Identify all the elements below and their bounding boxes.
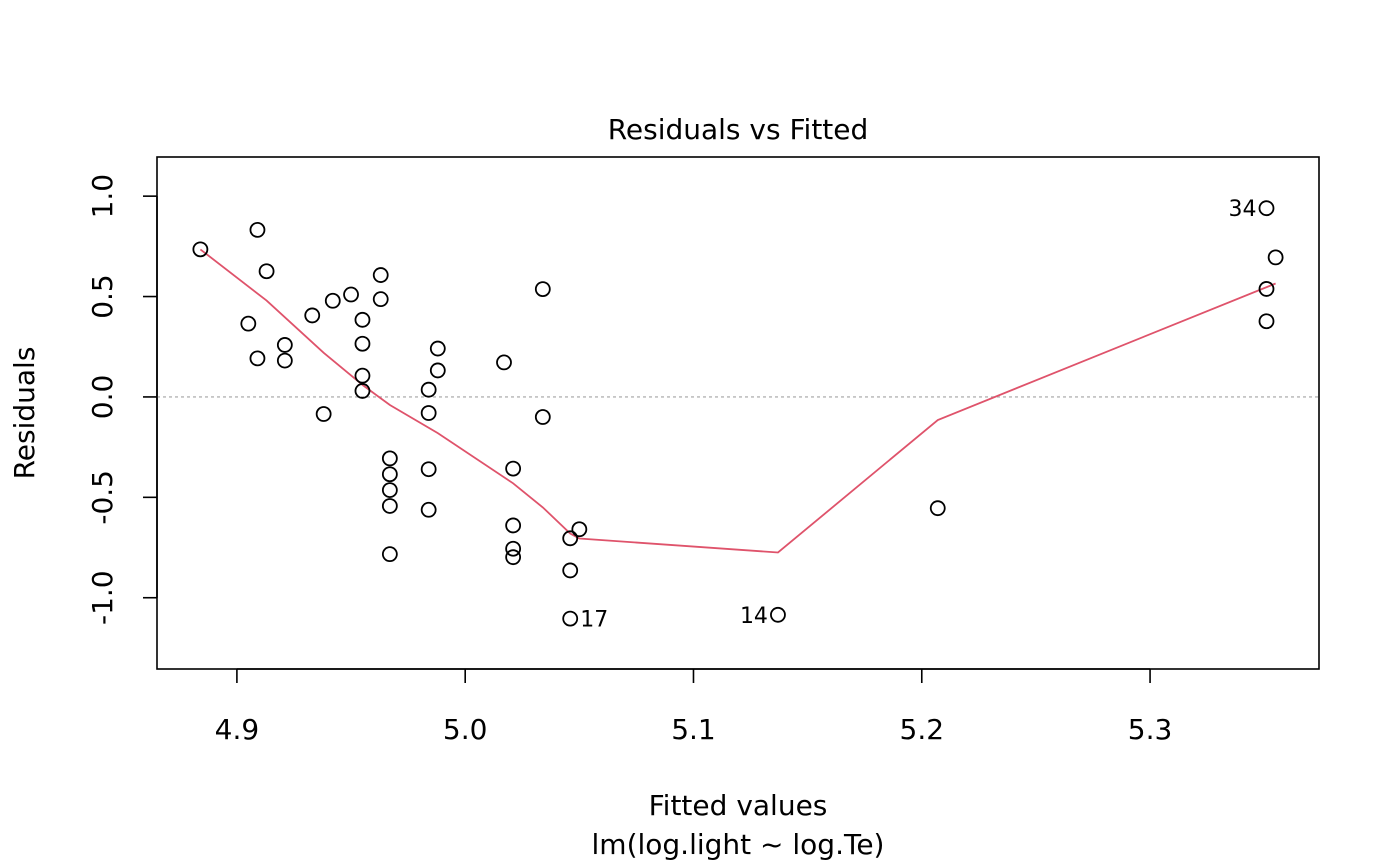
data-point [770,606,786,623]
data-point [276,337,293,353]
outlier-label: 17 [580,608,608,633]
data-point [343,286,359,303]
data-point [1258,281,1275,297]
data-point [381,546,398,563]
y-axis-label: Residuals [8,347,41,480]
data-point [505,549,522,566]
x-tick-label: 5.3 [1128,713,1173,746]
x-axis-sublabel: lm(log.light ~ log.Te) [592,828,885,861]
x-axis-label: Fitted values [649,789,828,822]
y-tick-label: 0.0 [86,375,119,420]
data-point [354,367,371,384]
data-point [258,263,275,280]
data-point [192,241,209,258]
outlier-label: 34 [1228,197,1256,222]
data-point [354,311,371,328]
data-point [354,383,371,399]
data-point [1267,249,1284,266]
data-point [354,335,371,352]
x-tick-label: 5.2 [900,713,945,746]
outlier-labels: 34 17 14 [580,197,1256,632]
data-point [420,501,437,518]
data-point [381,466,398,483]
data-point [249,350,266,367]
x-axis: 4.9 5.0 5.1 5.2 5.3 [215,668,1173,746]
data-point [562,562,579,579]
chart-title: Residuals vs Fitted [608,113,869,146]
data-point [562,530,579,547]
data-points [192,200,1284,627]
data-point [505,460,522,477]
x-tick-label: 5.0 [443,713,488,746]
x-tick-label: 5.1 [671,713,716,746]
y-tick-label: -1.0 [86,570,119,625]
y-tick-label: 1.0 [86,174,119,219]
y-tick-label: -0.5 [86,470,119,525]
data-point [304,307,321,324]
data-point [1258,313,1275,330]
data-point [429,362,446,379]
data-point [562,610,579,627]
data-point [1258,200,1275,217]
data-point [381,482,398,499]
data-point [315,406,332,422]
data-point [496,354,512,371]
data-point [372,291,389,308]
data-point [420,405,437,421]
y-axis: -1.0 -0.5 0.0 0.5 1.0 [86,174,158,625]
data-point [929,500,946,517]
data-point [381,498,398,514]
data-point [505,540,522,557]
x-tick-label: 4.9 [215,713,260,746]
data-point [240,315,257,332]
data-point [534,409,551,425]
data-point [429,340,446,357]
data-point [420,381,437,398]
data-point [420,461,437,478]
smooth-trend-line [199,248,1276,554]
outlier-label: 14 [740,604,768,629]
data-point [372,267,389,283]
data-point [571,521,588,538]
data-point [276,352,293,369]
data-point [505,517,522,534]
data-point [249,221,266,238]
y-tick-label: 0.5 [86,274,119,319]
data-point [381,450,398,467]
data-point [324,292,341,309]
data-point [534,281,551,298]
